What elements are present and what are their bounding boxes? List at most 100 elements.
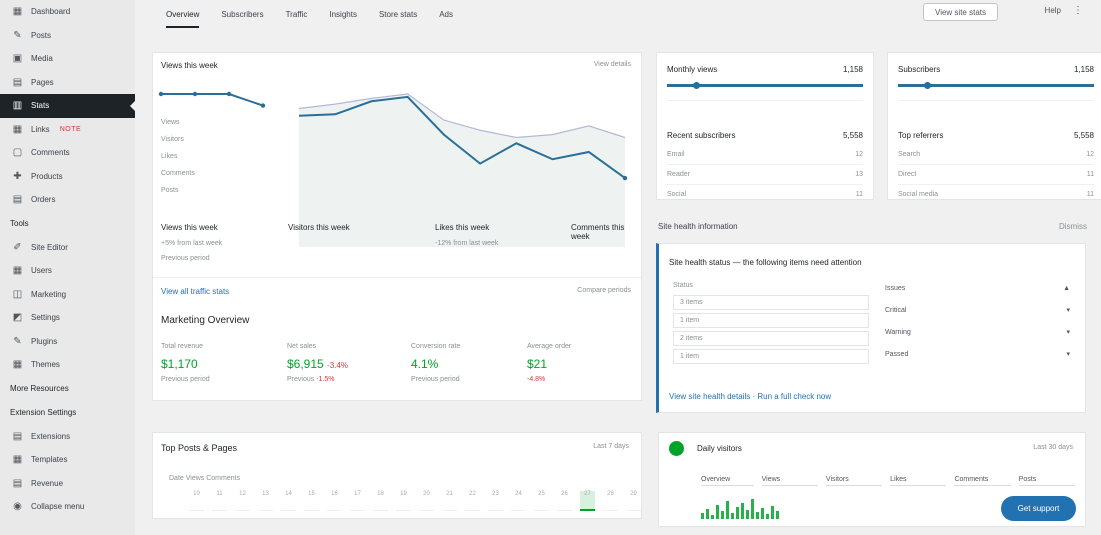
tab-traffic[interactable]: Traffic [285,9,308,19]
chevron-down-icon[interactable]: ▾ [1066,329,1070,336]
chart-tab[interactable]: Visitors [825,476,883,486]
option-row[interactable]: Warning ▾ [885,321,1070,343]
day-cell[interactable]: 22 [465,491,480,511]
day-cell[interactable]: 23 [488,491,503,511]
stat-slider[interactable] [898,82,1094,89]
sidebar-item-users[interactable]: ▦ Users [0,259,135,283]
sidebar-item-media[interactable]: ▣ Media [0,47,135,71]
day-cell[interactable]: 13 [258,491,273,511]
sidebar-item-posts[interactable]: ✎ Posts [0,24,135,48]
link-icon: ▦ [12,123,23,135]
row-key: Social media [898,191,939,198]
option-row[interactable]: Passed ▾ [885,343,1070,365]
metric-sub-change: -4.8% [527,376,546,383]
status-input[interactable]: 3 items [673,295,869,310]
compare-periods-link[interactable]: Compare periods [577,287,631,294]
sidebar-item-stats[interactable]: ▥ Stats [0,94,136,118]
sidebar-item-marketing[interactable]: ◫ Marketing [0,283,135,307]
sidebar-item-comments[interactable]: ▢ Comments [0,141,135,165]
status-input[interactable]: 2 items [673,331,869,346]
day-cell[interactable]: 16 [327,491,342,511]
data-point[interactable] [622,175,628,181]
day-cell[interactable]: 24 [511,491,526,511]
sidebar-item-products[interactable]: ✚ Products [0,165,135,189]
option-row[interactable]: Issues ▲ [885,277,1070,299]
sidebar-item-settings[interactable]: ◩ Settings [0,306,135,330]
chevron-down-icon[interactable]: ▾ [1066,351,1070,358]
chart-label: Views [161,119,180,126]
data-point[interactable] [260,103,266,108]
sidebar-item-orders[interactable]: ▤ Orders [0,188,135,212]
chart-tab[interactable]: Comments [954,476,1011,486]
view-site-stats-button[interactable]: View site stats [923,3,998,21]
day-cell[interactable]: 10 [189,491,204,511]
day-cell[interactable]: 26 [557,491,572,511]
day-cell[interactable]: 19 [396,491,411,511]
chart-tab[interactable]: Posts [1018,476,1075,486]
day-cell[interactable]: 21 [442,491,457,511]
status-input[interactable]: 1 item [673,349,869,364]
stat-slider[interactable] [667,82,863,89]
sidebar-item-dashboard[interactable]: ▦ Dashboard [0,0,135,24]
chart-icon: ▥ [12,100,23,112]
chart-area [299,94,625,247]
dismiss-link[interactable]: Dismiss [1059,222,1087,231]
sidebar-item-plugins[interactable]: ✎ Plugins [0,330,135,354]
help-link[interactable]: Help [1044,6,1061,15]
chart-tab[interactable]: Likes [890,476,947,486]
period-select[interactable]: Last 7 days [593,443,629,450]
tab-ads[interactable]: Ads [439,9,453,19]
day-cell[interactable]: 18 [373,491,388,511]
day-cell[interactable]: 25 [534,491,549,511]
day-cell[interactable]: 29 [626,491,641,511]
chart-tab[interactable]: Views [761,476,818,486]
option-row[interactable]: Critical ▾ [885,299,1070,321]
sub-value: 5,558 [1073,130,1094,140]
data-point[interactable] [192,91,198,97]
panel-title: Site health status — the following items… [669,258,862,267]
period-dropdown[interactable]: Last 30 days [1033,444,1073,451]
metric-block: Total revenue $1,170 Previous period [161,343,210,383]
option-label: Issues [885,284,906,292]
view-traffic-link[interactable]: View all traffic stats [161,287,230,296]
tab-subscribers[interactable]: Subscribers [221,9,264,19]
data-point[interactable] [158,91,164,97]
day-cell[interactable]: 15 [304,491,319,511]
sidebar-item-label: Collapse menu [31,502,85,512]
stat-block: Visitors this week [288,223,350,240]
table-row: Social 11 [667,185,863,205]
sidebar-item-links[interactable]: ▦ Links NOTE [0,118,135,142]
tab-store-stats[interactable]: Store stats [378,9,418,19]
sidebar-item-themes[interactable]: ▦ Themes [0,353,135,377]
health-links[interactable]: View site health details · Run a full ch… [669,392,832,401]
status-dot-icon [669,441,684,456]
day-cell[interactable]: 17 [350,491,365,511]
visitor-bar [771,506,774,519]
table-row: Email 12 [667,145,863,165]
chevron-up-icon[interactable]: ▲ [1063,284,1070,292]
sidebar-item-extensions[interactable]: ▤ Extensions [0,425,135,449]
sidebar-item-site-editor[interactable]: ✐ Site Editor [0,236,135,260]
support-button[interactable]: Get support [1001,496,1076,521]
tab-insights[interactable]: Insights [329,9,357,19]
day-cell[interactable]: 28 [603,491,618,511]
sidebar-item-revenue[interactable]: ▤ Revenue [0,472,135,496]
tab-overview[interactable]: Overview [155,0,210,28]
day-cell[interactable]: 11 [212,491,227,511]
status-input[interactable]: 1 item [673,313,869,328]
sidebar-item-templates[interactable]: ▦ Templates [0,448,135,472]
data-point[interactable] [226,91,232,97]
day-cell[interactable]: 20 [419,491,434,511]
sidebar-item-label: Products [31,171,63,181]
sidebar-item-collapse-menu[interactable]: ◉ Collapse menu [0,495,135,519]
view-details-link[interactable]: View details [593,61,631,68]
day-cell[interactable]: 27 [580,491,595,511]
more-menu-icon[interactable]: ⋮ [1073,5,1083,16]
table-row: Social media 11 [898,185,1094,205]
metric-sub: Previous period [411,376,460,383]
chart-tab[interactable]: Overview [701,476,754,486]
chevron-down-icon[interactable]: ▾ [1066,307,1070,314]
day-cell[interactable]: 12 [235,491,250,511]
day-cell[interactable]: 14 [281,491,296,511]
sidebar-item-pages[interactable]: ▤ Pages [0,71,135,95]
